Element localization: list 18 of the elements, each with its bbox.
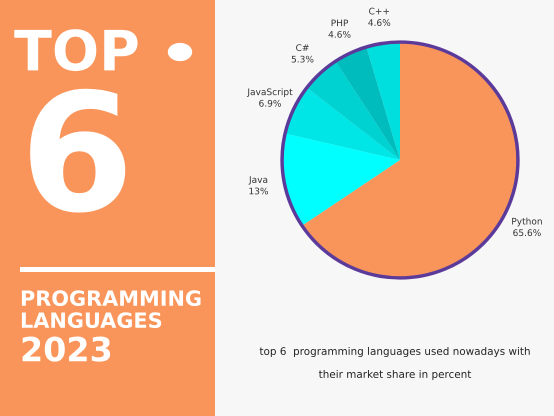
slice-label: Java — [248, 176, 268, 185]
slice-label: Python — [512, 218, 542, 226]
pie-slice — [282, 134, 400, 226]
text: their market share in percent — [318, 370, 472, 380]
slice-label: C# — [296, 44, 309, 52]
data-label: 4.6% — [328, 30, 351, 38]
data-label: 5.3% — [292, 56, 314, 63]
text: top 6 programming languages used nowadays with — [260, 346, 530, 358]
slice-label: PHP — [332, 20, 348, 26]
pie-slice — [336, 46, 400, 160]
text: PROGRAMMING LANGUAGES 2023 — [22, 290, 200, 362]
slice-label: JavaScript — [246, 88, 292, 97]
data-label: 4.6% — [368, 19, 390, 26]
data-label: 13% — [249, 188, 268, 194]
data-label: 6.9% — [259, 100, 281, 107]
slice-label: C++ — [369, 8, 390, 15]
chart-title: TOP 6 — [14, 29, 138, 213]
data-label: 65.6% — [513, 229, 541, 236]
